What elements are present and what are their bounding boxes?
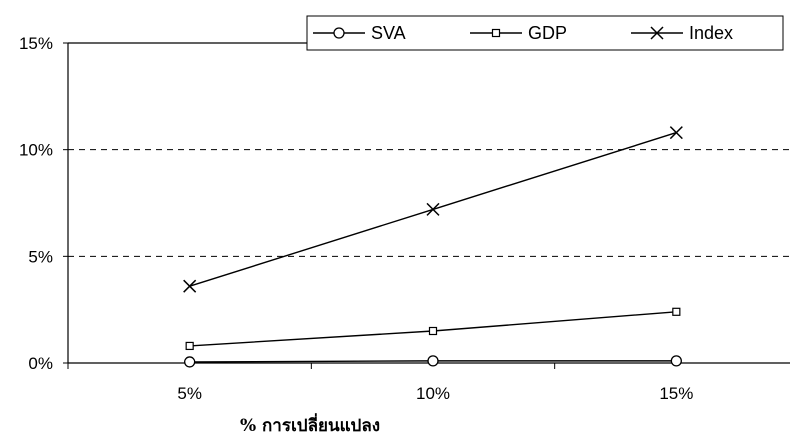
legend: SVA GDP Index: [306, 15, 784, 51]
series: [183, 126, 683, 368]
x-tick-label: 5%: [177, 384, 202, 403]
y-tick-label: 15%: [19, 34, 53, 53]
legend-box: [306, 15, 784, 51]
data-point-sva-2: [670, 355, 682, 367]
y-tick-label: 10%: [19, 141, 53, 160]
legend-marker-sva: [333, 27, 345, 39]
y-tick-labels: 0% 5% 10% 15%: [19, 34, 53, 373]
x-tick-labels: 5% 10% 15%: [177, 384, 693, 403]
legend-label: Index: [689, 23, 733, 43]
x-marker-stroke: [650, 26, 664, 40]
legend-label: SVA: [371, 23, 406, 43]
data-point-index-1: [426, 202, 440, 216]
legend-item-index: Index: [631, 23, 733, 43]
y-tick-label: 5%: [28, 247, 53, 266]
legend-item-sva: SVA: [313, 23, 406, 43]
x-axis-label: % การเปลี่ยนแปลง: [240, 413, 380, 435]
legend-marker-index: [650, 26, 664, 40]
x-marker-stroke: [183, 279, 197, 293]
legend-item-gdp: GDP: [470, 23, 567, 43]
x-tick-label: 10%: [416, 384, 450, 403]
y-tick-label: 0%: [28, 354, 53, 373]
legend-marker-gdp: [491, 28, 501, 38]
grid-lines: [68, 42, 790, 257]
x-marker-stroke: [426, 202, 440, 216]
x-tick-label: 15%: [659, 384, 693, 403]
data-point-sva-1: [427, 355, 439, 367]
data-point-gdp-2: [672, 307, 681, 316]
data-point-gdp-0: [185, 341, 194, 351]
data-point-index-0: [183, 279, 197, 293]
data-point-gdp-1: [428, 326, 438, 336]
legend-label: GDP: [528, 23, 567, 43]
data-point-sva-0: [184, 356, 196, 368]
axes: [63, 42, 790, 369]
data-point-index-2: [669, 126, 683, 140]
x-marker-stroke: [669, 126, 683, 140]
